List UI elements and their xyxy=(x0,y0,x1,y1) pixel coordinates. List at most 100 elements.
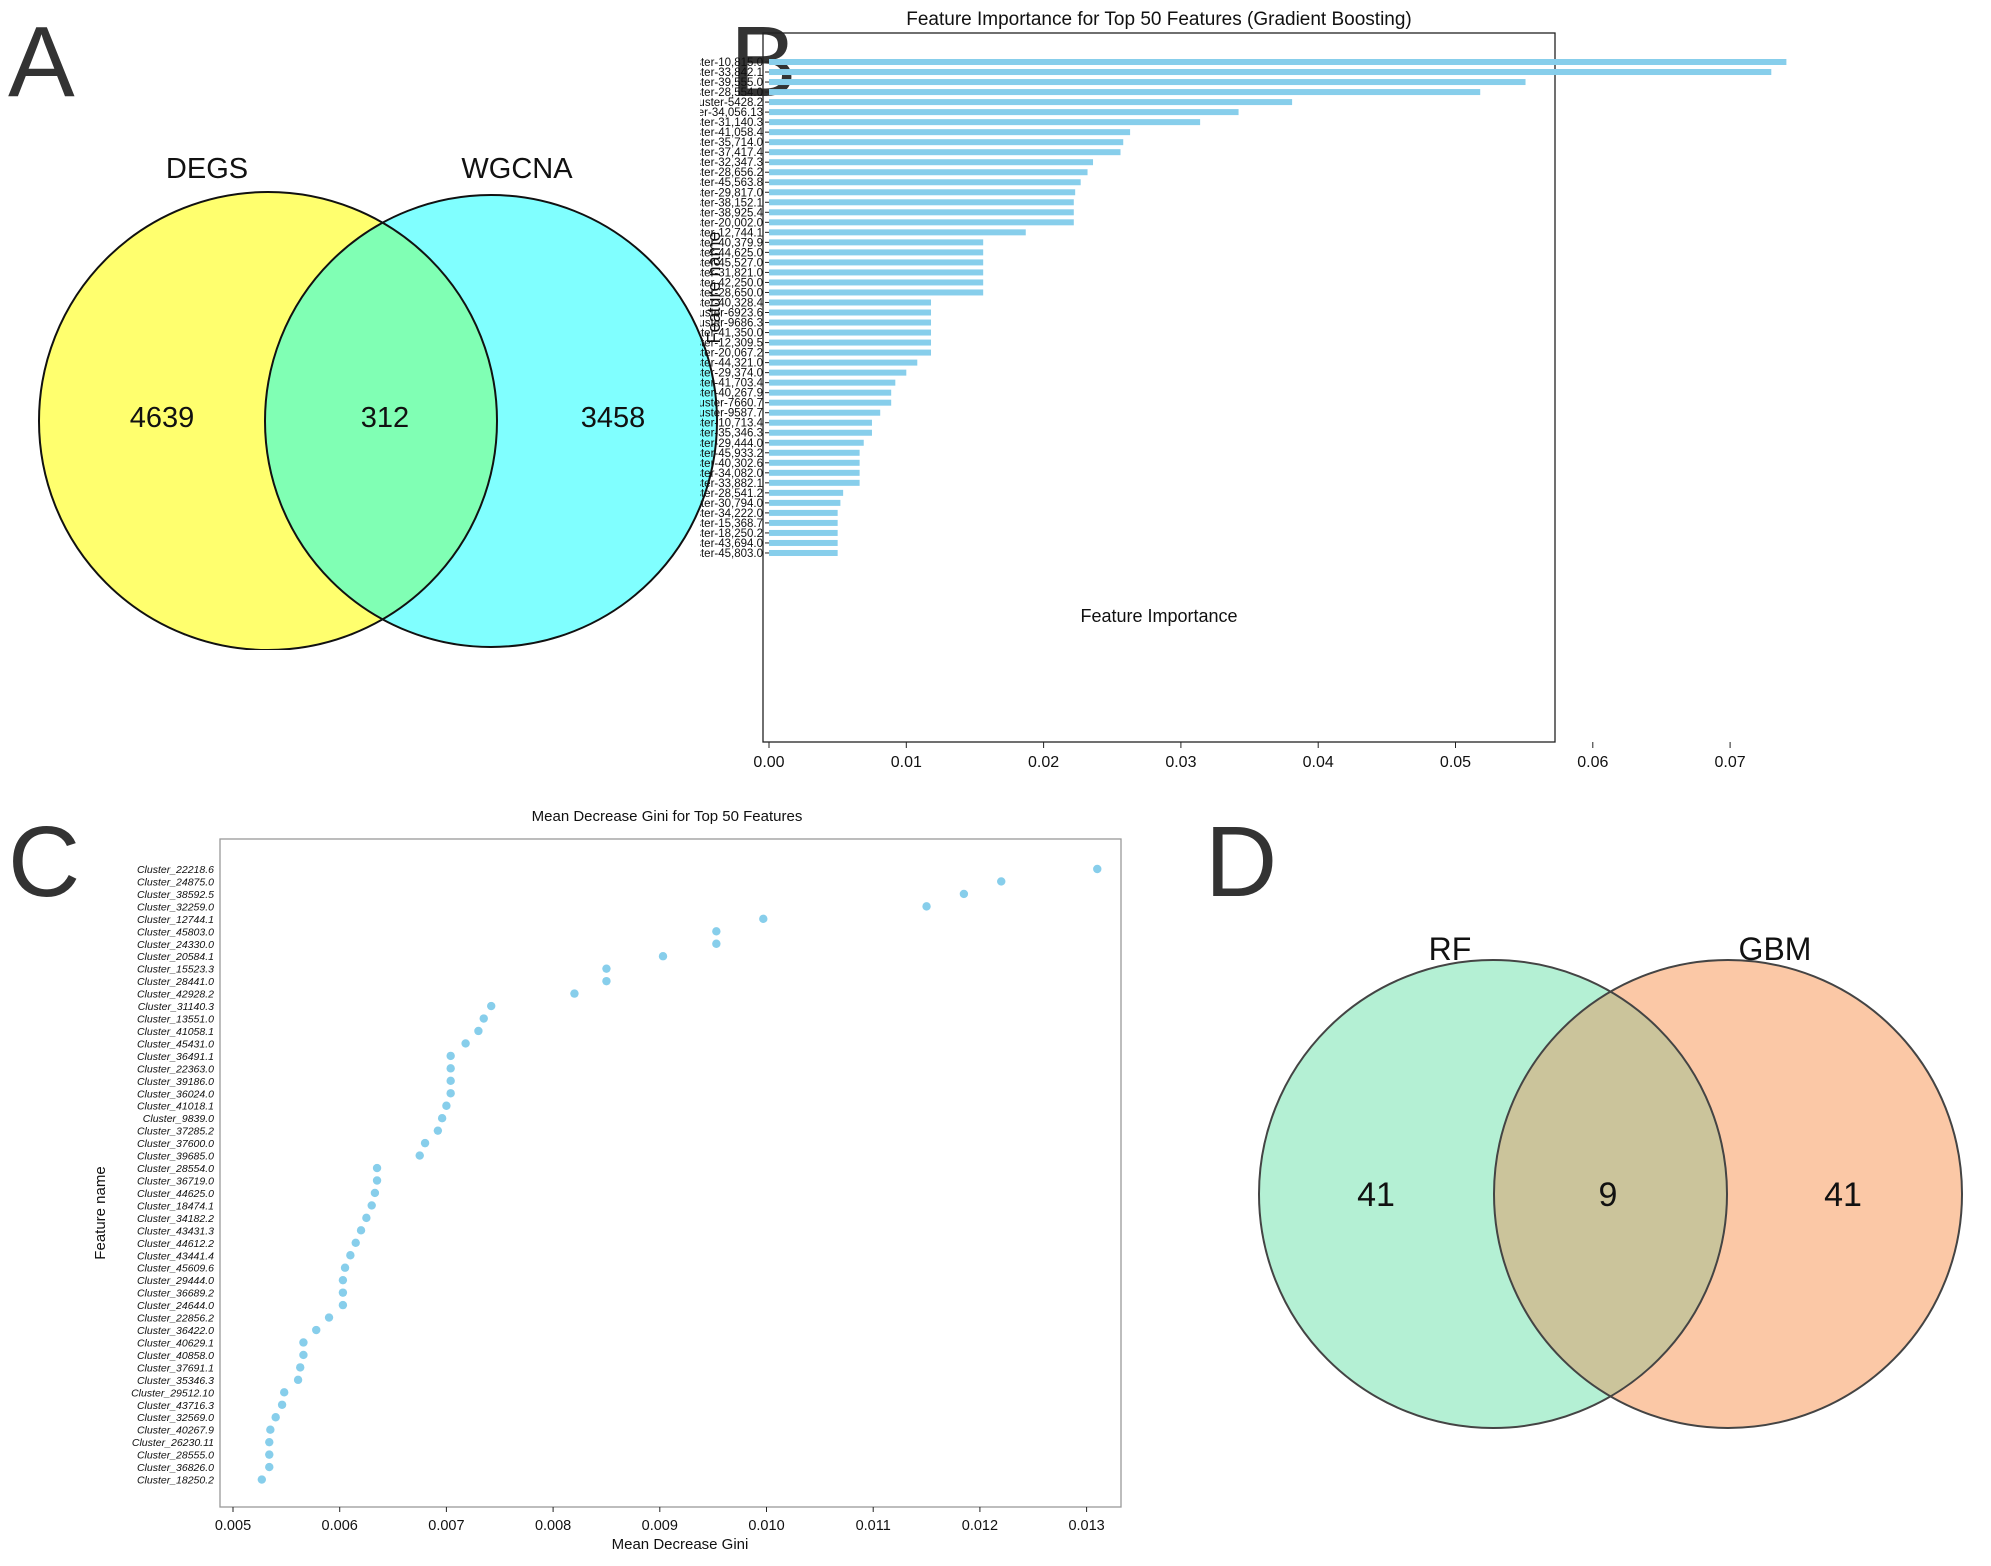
y-tick-label-c: Cluster_32259.0 xyxy=(137,901,214,913)
venn-outline-rf xyxy=(1258,959,1728,1429)
y-tick-label-c: Cluster_37691.1 xyxy=(137,1362,214,1374)
data-point xyxy=(265,1437,274,1447)
data-point xyxy=(362,1213,371,1223)
data-point xyxy=(257,1475,267,1484)
y-tick-label-c: Cluster_43441.4 xyxy=(137,1250,214,1262)
y-tick-label-c: Cluster_36491.1 xyxy=(137,1051,214,1063)
bar xyxy=(769,139,1124,146)
y-tick-label-b: Cluster-28,541.2 xyxy=(700,488,763,500)
venn-outline-degs xyxy=(38,191,498,650)
data-point xyxy=(959,889,969,899)
dot-chart-mean-decrease-gini: C Mean Decrease Gini for Top 50 Features… xyxy=(8,806,1122,1553)
data-point xyxy=(324,1313,334,1322)
bar xyxy=(769,59,1787,65)
y-tick-label-b: Cluster-45,803.0 xyxy=(700,548,763,560)
y-tick-label-b: Cluster-34,222.0 xyxy=(700,508,763,520)
x-tick-label-c: 0.006 xyxy=(322,1518,358,1534)
y-tick-label-b: Cluster-28,656.2 xyxy=(700,167,763,179)
y-tick-label-c: Cluster_45609.6 xyxy=(137,1263,214,1275)
x-tick-label-b: 0.02 xyxy=(1028,754,1059,771)
bar xyxy=(769,159,1094,166)
bar xyxy=(769,109,1239,116)
y-tick-label-c: Cluster_38592.5 xyxy=(137,889,214,901)
y-tick-label-b: Cluster-18,250.2 xyxy=(700,528,763,540)
y-tick-label-c: Cluster_36826.0 xyxy=(137,1462,214,1474)
x-tick-label-c: 0.012 xyxy=(962,1518,998,1534)
bar xyxy=(769,229,1026,236)
y-tick-label-b: Cluster-43,694.0 xyxy=(700,538,763,550)
bar xyxy=(769,549,838,556)
bar xyxy=(769,89,1481,96)
data-point xyxy=(372,1163,382,1173)
data-point xyxy=(437,1114,447,1123)
y-tick-label-b: Cluster-34,082.0 xyxy=(700,468,763,480)
bar xyxy=(769,469,860,476)
y-tick-label-b: Cluster-28,650.0 xyxy=(700,287,763,299)
y-tick-label-b: Cluster-40,328.4 xyxy=(700,297,764,309)
bar xyxy=(769,379,896,386)
y-tick-label-c: Cluster_41058.1 xyxy=(137,1026,214,1038)
y-tick-label-b: Cluster-40,267.9 xyxy=(700,388,763,400)
bar xyxy=(769,169,1088,176)
bar xyxy=(769,459,860,466)
bar xyxy=(769,249,984,256)
data-point xyxy=(442,1101,451,1110)
panel-b: B Feature Importance for Top 50 Features… xyxy=(700,0,1991,810)
data-point xyxy=(266,1425,275,1434)
data-point xyxy=(712,927,721,936)
x-tick-label-c: 0.007 xyxy=(428,1518,464,1534)
bar xyxy=(769,509,838,516)
y-tick-label-c: Cluster_37600.0 xyxy=(137,1138,214,1150)
bar xyxy=(769,409,881,416)
y-tick-label-c: Cluster_29512.10 xyxy=(131,1387,214,1399)
y-tick-label-c: Cluster_22856.2 xyxy=(137,1313,214,1325)
y-tick-label-b: Cluster-41,350.0 xyxy=(700,328,763,340)
bar xyxy=(769,499,841,506)
data-point xyxy=(712,939,721,948)
bar-series: Cluster-10,815.0Cluster-33,842.1Cluster-… xyxy=(700,57,1787,560)
y-axis-label-c: Feature name xyxy=(92,1166,109,1259)
y-tick-label-b: Cluster-12,309.5 xyxy=(700,338,763,350)
y-tick-label-b: Cluster-40,302.6 xyxy=(700,458,763,470)
data-point xyxy=(370,1188,380,1198)
y-tick-label-b: Cluster-45,563.8 xyxy=(700,177,763,189)
x-tick-label-b: 0.04 xyxy=(1303,754,1334,771)
data-point xyxy=(299,1350,308,1360)
y-tick-label-c: Cluster_20584.1 xyxy=(137,951,214,963)
count-rf-only: 41 xyxy=(1357,1176,1395,1214)
y-tick-label-c: Cluster_28555.0 xyxy=(137,1450,214,1462)
venn-outline-wgcna xyxy=(264,194,718,648)
y-tick-label-c: Cluster_18250.2 xyxy=(137,1475,214,1487)
y-tick-label-b: Cluster-40,379.9 xyxy=(700,237,763,249)
bar xyxy=(769,199,1074,206)
point-series: Cluster_22218.6Cluster_24875.0Cluster_38… xyxy=(131,864,1102,1487)
data-point xyxy=(271,1413,280,1422)
y-tick-label-b: Cluster-41,703.4 xyxy=(700,378,764,390)
y-tick-label-c: Cluster_36024.0 xyxy=(137,1088,214,1100)
y-tick-label-b: Cluster-35,346.3 xyxy=(700,428,763,440)
y-tick-label-c: Cluster_36422.0 xyxy=(137,1325,214,1337)
y-tick-label-b: Cluster-7660.7 xyxy=(700,398,763,410)
data-point xyxy=(351,1238,360,1247)
y-tick-label-c: Cluster_43431.3 xyxy=(137,1225,214,1237)
data-point xyxy=(446,1064,455,1073)
y-tick-label-b: Cluster-6923.6 xyxy=(700,308,763,320)
bar xyxy=(769,219,1074,226)
data-point xyxy=(658,952,668,961)
y-tick-label-b: Cluster-33,842.1 xyxy=(700,67,763,79)
y-tick-label-c: Cluster_22363.0 xyxy=(137,1063,214,1075)
y-tick-label-c: Cluster_44625.0 xyxy=(137,1188,214,1200)
y-tick-label-c: Cluster_43716.3 xyxy=(137,1400,214,1412)
x-axis-label-c: Mean Decrease Gini xyxy=(612,1536,749,1553)
venn-overlap-d xyxy=(1494,960,1727,1428)
y-tick-label-b: Cluster-45,527.0 xyxy=(700,257,763,269)
y-tick-label-c: Cluster_28554.0 xyxy=(137,1163,214,1175)
x-tick-label-c: 0.013 xyxy=(1068,1518,1104,1534)
data-point xyxy=(277,1400,287,1409)
venn-outline-gbm xyxy=(1493,959,1963,1429)
bar xyxy=(769,349,932,356)
y-tick-label-b: Cluster-31,140.3 xyxy=(700,117,763,129)
data-point xyxy=(265,1450,274,1459)
bar xyxy=(769,519,838,526)
y-tick-label-c: Cluster_24875.0 xyxy=(137,876,214,888)
